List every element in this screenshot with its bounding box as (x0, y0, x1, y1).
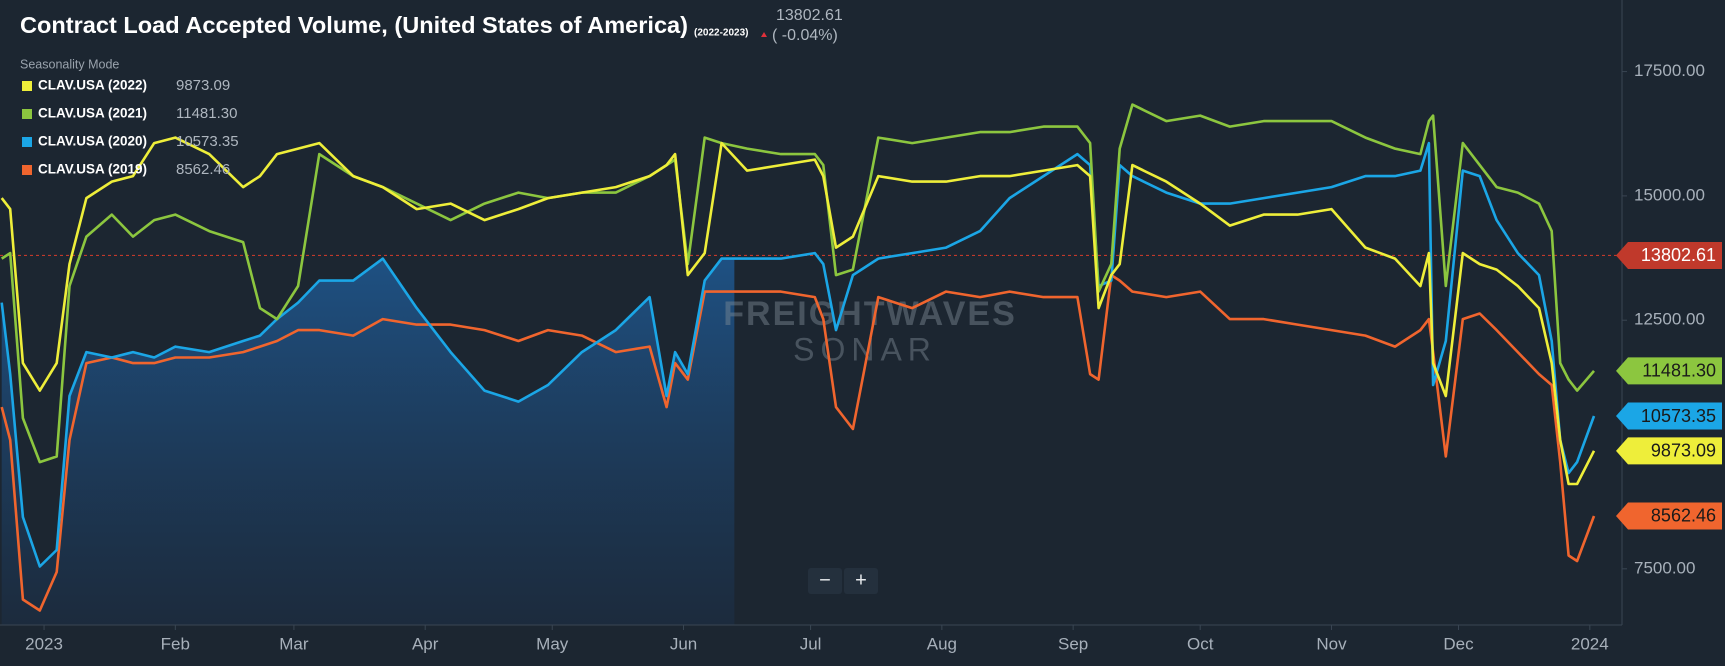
x-tick-label: 2024 (1571, 634, 1609, 653)
zoom-in-label[interactable]: + (855, 569, 867, 591)
change: ( -0.04%) (772, 27, 838, 44)
legend: CLAV.USA (2022) 9873.09 CLAV.USA (2021) 114… (22, 77, 239, 178)
y-tick-label: 15000.00 (1634, 185, 1705, 204)
series-line (0, 103, 1595, 464)
y-tick-label: 7500.00 (1634, 558, 1695, 577)
legend-value: 10573.35 (176, 133, 239, 150)
value-tag-label: 10573.35 (1641, 406, 1716, 426)
watermark-layer: FREIGHTWAVES SONAR (723, 295, 1017, 367)
legend-value: 9873.09 (176, 77, 230, 94)
x-tick-label: Mar (279, 634, 309, 653)
x-tick-label: May (536, 634, 569, 653)
current-value: 13802.61 (776, 7, 843, 24)
value-tag (1616, 357, 1722, 385)
zoom-out-label[interactable]: − (819, 569, 831, 591)
watermark: FREIGHTWAVES (723, 295, 1017, 333)
legend-value: 11481.30 (176, 105, 237, 122)
legend-label: CLAV.USA (2022) (38, 78, 147, 93)
legend-swatch (22, 137, 32, 147)
watermark: SONAR (793, 331, 937, 367)
labels-layer: 13802.61 9873.09 11481.30 10573.35 8562.46 (1616, 241, 1722, 530)
value-tag (1616, 241, 1722, 269)
down-indicator (761, 32, 767, 37)
series-line (0, 273, 1596, 612)
zoom-controls: − + (808, 568, 878, 594)
zoom-in-button[interactable] (844, 568, 878, 594)
series-line (0, 141, 1596, 568)
x-tick-label: Nov (1316, 634, 1347, 653)
value-tag-label: 9873.09 (1651, 441, 1716, 461)
legend-value: 8562.46 (176, 161, 230, 178)
y-tick-label: 12500.00 (1634, 310, 1705, 329)
x-tick-label: Aug (927, 634, 957, 653)
x-tick-label: Dec (1443, 634, 1474, 653)
value-tag (1616, 502, 1722, 530)
value-tag-label: 11481.30 (1642, 361, 1716, 381)
area-layer (1, 258, 735, 625)
x-tick-label: Jul (800, 634, 822, 653)
x-tick-label: 2023 (25, 634, 63, 653)
legend-swatch (22, 81, 32, 91)
series-line (0, 136, 1596, 486)
x-tick-label: Oct (1187, 634, 1214, 653)
x-tick-label: Apr (412, 634, 439, 653)
legend-swatch (22, 109, 32, 119)
value-tag-label: 13802.61 (1641, 245, 1716, 265)
x-tick-label: Sep (1058, 634, 1088, 653)
lines-layer (0, 103, 1596, 612)
x-tick-label: Jun (670, 634, 697, 653)
mode-label: Seasonality Mode (20, 57, 119, 71)
value-tag (1616, 437, 1722, 465)
zoom-out-button[interactable] (808, 568, 842, 594)
period: (2022-2023) (694, 28, 748, 39)
value-tag (1616, 402, 1722, 430)
legend-label: CLAV.USA (2019) (38, 162, 147, 177)
shaded-area (1, 258, 735, 625)
y-tick-label: 17500.00 (1634, 61, 1705, 80)
value-tag-label: 8562.46 (1651, 506, 1716, 526)
x-tick-label: Feb (161, 634, 190, 653)
header: Contract Load Accepted Volume, (United S… (20, 7, 843, 71)
legend-label: CLAV.USA (2020) (38, 134, 147, 149)
chart-title: Contract Load Accepted Volume, (United S… (20, 12, 688, 38)
legend-swatch (22, 165, 32, 175)
legend-label: CLAV.USA (2021) (38, 106, 147, 121)
